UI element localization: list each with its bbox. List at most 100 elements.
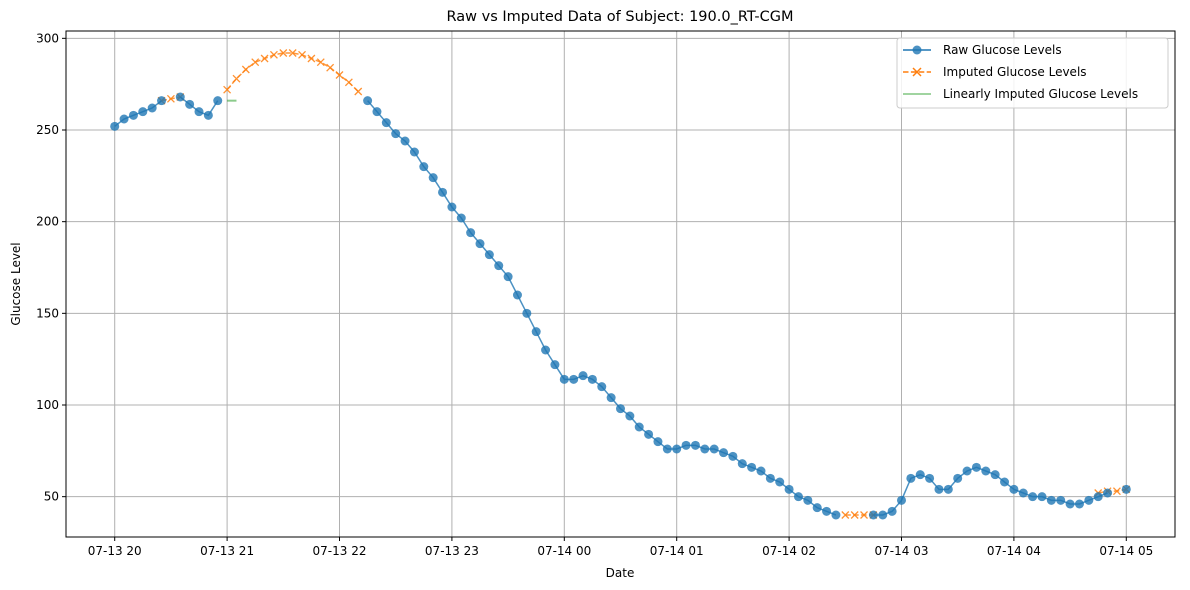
raw-point (803, 495, 813, 505)
raw-point (719, 448, 729, 458)
raw-point (185, 99, 195, 109)
raw-point (1000, 477, 1010, 487)
raw-point (606, 393, 616, 403)
raw-point (419, 162, 429, 172)
imputed-point (279, 49, 288, 57)
raw-point (381, 118, 391, 128)
x-tick-label: 07-13 23 (425, 544, 479, 558)
x-tick-label: 07-14 03 (875, 544, 929, 558)
tick-layer: 07-13 20 07-13 21 07-13 22 07-13 23 07-14 00… (36, 31, 1153, 558)
raw-point (775, 477, 785, 487)
raw-point (1121, 484, 1131, 494)
raw-point (662, 444, 672, 454)
raw-point (700, 444, 710, 454)
imputed-point (251, 58, 260, 67)
raw-point (1046, 495, 1056, 505)
x-tick-label: 07-14 04 (987, 544, 1041, 558)
raw-point (887, 506, 897, 516)
raw-point (981, 466, 991, 476)
raw-point (906, 473, 916, 483)
imputed-point (850, 511, 859, 519)
legend-raw-marker (912, 45, 922, 55)
raw-point (512, 290, 522, 300)
legend-raw-label: Raw Glucose Levels (943, 43, 1062, 57)
plot-frame (65, 30, 1176, 538)
x-tick-label: 07-13 21 (200, 544, 254, 558)
legend-imputed-marker (912, 67, 922, 77)
raw-point (484, 250, 494, 260)
raw-point (157, 96, 167, 106)
raw-point (372, 107, 382, 117)
raw-point (597, 382, 607, 392)
raw-point (541, 345, 551, 355)
imputed-line (1098, 488, 1127, 494)
raw-point (456, 213, 466, 223)
y-axis-title: Glucose Level (9, 242, 23, 325)
raw-point (953, 473, 963, 483)
chart-title: Raw vs Imputed Data of Subject: 190.0_RT… (447, 9, 794, 25)
raw-point (1103, 488, 1113, 498)
y-tick-label: 150 (36, 306, 59, 320)
raw-point (1009, 484, 1019, 494)
raw-point (138, 107, 148, 117)
imputed-point (232, 74, 241, 83)
raw-point (128, 110, 138, 120)
grid-layer (66, 31, 1175, 537)
raw-point (868, 510, 878, 520)
x-tick-label: 07-13 20 (88, 544, 142, 558)
imputed-point (223, 85, 232, 94)
raw-point (587, 374, 597, 384)
imputed-point (316, 58, 325, 67)
imputed-point (335, 71, 344, 79)
raw-point (925, 473, 935, 483)
raw-point (400, 136, 410, 146)
imputed-point (269, 50, 278, 59)
imputed-point (841, 511, 850, 519)
raw-point (1056, 495, 1066, 505)
raw-point (147, 103, 157, 113)
raw-point (943, 484, 953, 494)
raw-point (559, 374, 569, 384)
raw-point (990, 470, 1000, 480)
raw-point (831, 510, 841, 520)
raw-point (690, 440, 700, 450)
raw-point (616, 404, 625, 414)
raw-point (793, 492, 803, 502)
raw-point (466, 228, 476, 238)
raw-point (175, 92, 185, 102)
raw-point (644, 429, 654, 439)
raw-point (672, 444, 682, 454)
raw-point (110, 121, 120, 131)
raw-point (962, 466, 972, 476)
raw-point (409, 147, 419, 157)
raw-point (119, 114, 129, 124)
raw-point (1084, 495, 1094, 505)
raw-point (569, 374, 579, 384)
legend-imputed-label: Imputed Glucose Levels (943, 65, 1087, 79)
raw-point (428, 173, 438, 183)
raw-point (812, 503, 822, 513)
raw-point (1065, 499, 1075, 509)
raw-point (1018, 488, 1028, 498)
raw-point (737, 459, 747, 469)
raw-point (391, 129, 401, 139)
legend-box (896, 37, 1169, 109)
imputed-point (326, 63, 335, 72)
raw-point (784, 484, 794, 494)
raw-point (438, 187, 448, 197)
raw-point (213, 96, 223, 106)
imputed-point (344, 78, 353, 87)
raw-point (494, 261, 504, 271)
raw-point (822, 506, 832, 516)
raw-point (634, 422, 644, 432)
raw-point (1074, 499, 1084, 509)
raw-point (203, 110, 213, 120)
imputed-point (260, 54, 269, 63)
raw-point (550, 360, 560, 370)
raw-point (765, 473, 775, 483)
x-tick-label: 07-14 05 (1099, 544, 1153, 558)
raw-point (896, 495, 906, 505)
y-tick-label: 250 (36, 123, 59, 137)
y-tick-label: 300 (36, 31, 59, 45)
imputed-point (354, 87, 363, 96)
